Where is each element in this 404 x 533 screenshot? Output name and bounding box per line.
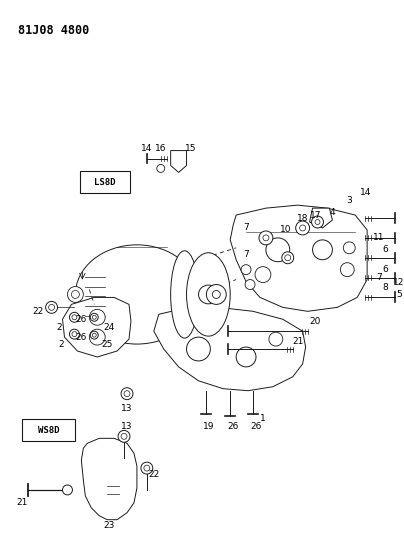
Circle shape (121, 387, 133, 400)
Text: 26: 26 (250, 422, 262, 431)
Circle shape (213, 290, 220, 298)
Text: 20: 20 (310, 317, 321, 326)
Circle shape (157, 165, 165, 172)
Text: 7: 7 (243, 251, 249, 259)
Text: 1: 1 (260, 414, 266, 423)
Circle shape (236, 347, 256, 367)
Text: 16: 16 (155, 144, 166, 153)
Circle shape (206, 285, 226, 304)
Text: 11: 11 (373, 233, 385, 243)
Circle shape (296, 221, 309, 235)
Circle shape (67, 287, 83, 302)
Circle shape (263, 235, 269, 241)
Circle shape (48, 304, 55, 310)
Ellipse shape (76, 245, 198, 344)
Circle shape (46, 301, 57, 313)
FancyBboxPatch shape (22, 419, 76, 441)
Text: 5: 5 (396, 290, 402, 299)
Circle shape (255, 266, 271, 282)
Ellipse shape (198, 285, 218, 304)
Circle shape (90, 331, 98, 339)
Circle shape (92, 333, 96, 337)
Text: 19: 19 (203, 422, 214, 431)
Text: 21: 21 (292, 336, 303, 345)
Text: 2: 2 (57, 322, 62, 332)
Circle shape (89, 329, 105, 345)
Text: WS8D: WS8D (38, 426, 59, 435)
Text: 2: 2 (59, 340, 64, 349)
Circle shape (311, 216, 324, 228)
Text: 4: 4 (330, 207, 335, 216)
Circle shape (340, 263, 354, 277)
Polygon shape (309, 208, 332, 228)
FancyBboxPatch shape (80, 172, 130, 193)
Circle shape (282, 252, 294, 264)
Circle shape (90, 313, 98, 321)
Text: 7: 7 (376, 273, 382, 282)
Polygon shape (170, 151, 187, 172)
Circle shape (144, 465, 150, 471)
Circle shape (313, 240, 332, 260)
Circle shape (269, 332, 283, 346)
Circle shape (72, 290, 79, 298)
Circle shape (69, 329, 79, 339)
Circle shape (245, 280, 255, 289)
Text: 13: 13 (121, 404, 133, 413)
Circle shape (89, 309, 105, 325)
Text: 10: 10 (280, 225, 292, 235)
Polygon shape (230, 205, 367, 311)
Text: 23: 23 (103, 521, 115, 530)
Circle shape (187, 337, 210, 361)
Text: LS8D: LS8D (95, 178, 116, 187)
Circle shape (141, 462, 153, 474)
Circle shape (63, 485, 72, 495)
Text: 14: 14 (141, 144, 153, 153)
Text: 26: 26 (76, 333, 87, 342)
Text: 6: 6 (382, 265, 388, 274)
Circle shape (241, 265, 251, 274)
Circle shape (315, 220, 320, 224)
Text: 13: 13 (121, 422, 133, 431)
Text: 12: 12 (393, 278, 404, 287)
Circle shape (124, 391, 130, 397)
Text: 26: 26 (227, 422, 239, 431)
Circle shape (118, 430, 130, 442)
Text: 22: 22 (32, 307, 43, 316)
Circle shape (69, 312, 79, 322)
Text: 25: 25 (101, 340, 113, 349)
Circle shape (72, 332, 77, 337)
Circle shape (300, 225, 305, 231)
Text: 14: 14 (360, 188, 371, 197)
Text: 21: 21 (16, 498, 27, 507)
Text: 17: 17 (310, 211, 321, 220)
Text: 22: 22 (148, 470, 160, 479)
Circle shape (121, 433, 127, 439)
Text: 6: 6 (382, 245, 388, 254)
Ellipse shape (187, 253, 230, 336)
Circle shape (92, 316, 96, 319)
Circle shape (259, 231, 273, 245)
Text: 24: 24 (103, 322, 115, 332)
Circle shape (343, 242, 355, 254)
Text: 81J08 4800: 81J08 4800 (18, 23, 89, 37)
Polygon shape (63, 297, 131, 357)
Text: 18: 18 (297, 214, 308, 223)
Circle shape (266, 238, 290, 262)
Circle shape (285, 255, 291, 261)
Text: 8: 8 (382, 283, 388, 292)
Text: 3: 3 (346, 196, 352, 205)
Ellipse shape (170, 251, 198, 338)
Polygon shape (81, 438, 137, 520)
Text: 7: 7 (243, 223, 249, 232)
Polygon shape (154, 308, 305, 391)
Text: 26: 26 (76, 315, 87, 324)
Text: 15: 15 (185, 144, 196, 153)
Circle shape (72, 315, 77, 320)
